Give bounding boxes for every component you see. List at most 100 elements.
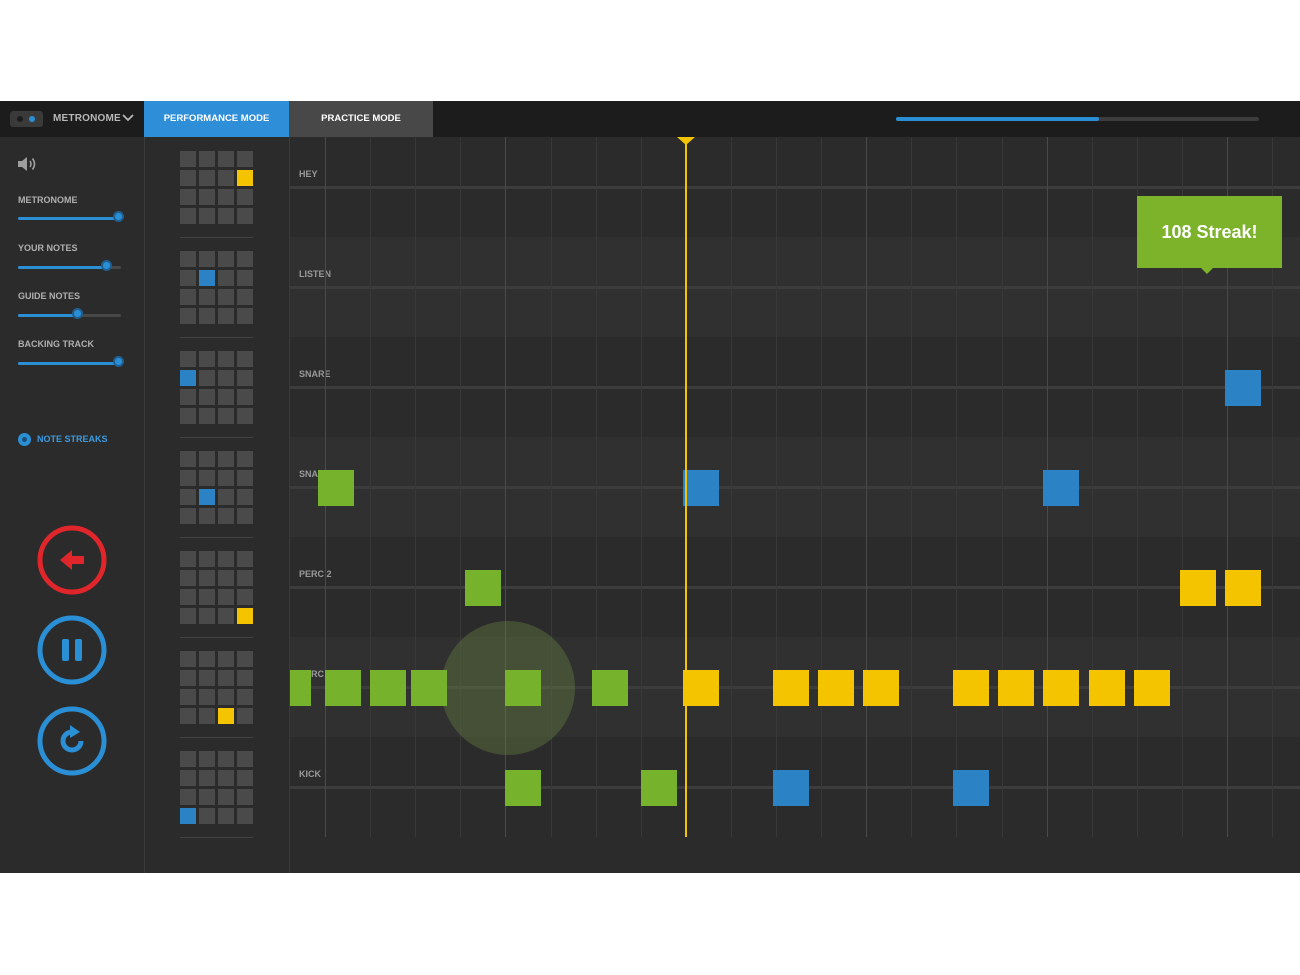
playhead-marker[interactable] bbox=[676, 137, 695, 145]
pad-cell[interactable] bbox=[199, 408, 215, 424]
metronome-dropdown-label[interactable]: METRONOME bbox=[53, 113, 121, 124]
backing-track-volume-slider[interactable] bbox=[18, 356, 124, 367]
pad-cell[interactable] bbox=[180, 470, 196, 486]
pad-cell[interactable] bbox=[180, 451, 196, 467]
pad-cell[interactable] bbox=[218, 351, 234, 367]
pad-cell[interactable] bbox=[180, 670, 196, 686]
pad-cell[interactable] bbox=[237, 308, 253, 324]
pad-cell[interactable] bbox=[218, 189, 234, 205]
pad-cell[interactable] bbox=[218, 408, 234, 424]
pad-cell[interactable] bbox=[218, 508, 234, 524]
pad-cell[interactable] bbox=[199, 789, 215, 805]
pad-cell[interactable] bbox=[237, 170, 253, 186]
pad-cell[interactable] bbox=[218, 208, 234, 224]
pad-cell[interactable] bbox=[218, 151, 234, 167]
pad-cell[interactable] bbox=[199, 370, 215, 386]
pad-cell[interactable] bbox=[218, 451, 234, 467]
pad-cell[interactable] bbox=[199, 270, 215, 286]
pad-cell[interactable] bbox=[180, 570, 196, 586]
pad-cell[interactable] bbox=[180, 608, 196, 624]
pad-cell[interactable] bbox=[199, 551, 215, 567]
pad-cell[interactable] bbox=[199, 251, 215, 267]
chevron-down-icon[interactable] bbox=[122, 113, 134, 123]
pad-cell[interactable] bbox=[218, 370, 234, 386]
pad-cell[interactable] bbox=[199, 489, 215, 505]
pad-cell[interactable] bbox=[218, 551, 234, 567]
pad-cell[interactable] bbox=[180, 208, 196, 224]
pad-cell[interactable] bbox=[237, 370, 253, 386]
pad-cell[interactable] bbox=[180, 508, 196, 524]
pad-cell[interactable] bbox=[218, 651, 234, 667]
pad-cell[interactable] bbox=[218, 770, 234, 786]
pad-cell[interactable] bbox=[237, 151, 253, 167]
pad-cell[interactable] bbox=[199, 689, 215, 705]
pad-cell[interactable] bbox=[199, 151, 215, 167]
pad-cell[interactable] bbox=[180, 708, 196, 724]
pad-cell[interactable] bbox=[199, 308, 215, 324]
guide-notes-volume-slider[interactable] bbox=[18, 308, 121, 319]
pad-cell[interactable] bbox=[199, 670, 215, 686]
pad-cell[interactable] bbox=[237, 608, 253, 624]
tab-performance-mode[interactable]: PERFORMANCE MODE bbox=[144, 101, 289, 137]
pad-cell[interactable] bbox=[237, 508, 253, 524]
pad-cell[interactable] bbox=[180, 770, 196, 786]
pad-cell[interactable] bbox=[180, 270, 196, 286]
pad-cell[interactable] bbox=[218, 608, 234, 624]
pad-cell[interactable] bbox=[237, 251, 253, 267]
note-streaks-label[interactable]: NOTE STREAKS bbox=[37, 434, 108, 444]
pad-cell[interactable] bbox=[180, 251, 196, 267]
slider-thumb[interactable] bbox=[71, 308, 83, 319]
pad-cell[interactable] bbox=[237, 708, 253, 724]
pad-cell[interactable] bbox=[180, 389, 196, 405]
pad-cell[interactable] bbox=[218, 251, 234, 267]
note-streaks-toggle[interactable] bbox=[18, 433, 31, 446]
pad-cell[interactable] bbox=[199, 189, 215, 205]
pad-cell[interactable] bbox=[237, 551, 253, 567]
pad-cell[interactable] bbox=[199, 651, 215, 667]
pad-cell[interactable] bbox=[180, 589, 196, 605]
pad-cell[interactable] bbox=[218, 689, 234, 705]
slider-thumb[interactable] bbox=[100, 260, 112, 271]
pad-cell[interactable] bbox=[237, 789, 253, 805]
your-notes-volume-slider[interactable] bbox=[18, 260, 121, 271]
restart-button[interactable] bbox=[36, 705, 108, 777]
pad-cell[interactable] bbox=[199, 808, 215, 824]
metronome-toggle[interactable] bbox=[10, 111, 43, 127]
pad-cell[interactable] bbox=[180, 351, 196, 367]
pad-cell[interactable] bbox=[199, 170, 215, 186]
pad-cell[interactable] bbox=[199, 208, 215, 224]
pad-cell[interactable] bbox=[199, 770, 215, 786]
slider-thumb[interactable] bbox=[112, 211, 124, 222]
pad-cell[interactable] bbox=[237, 470, 253, 486]
pad-cell[interactable] bbox=[180, 551, 196, 567]
song-progress-bar[interactable] bbox=[896, 117, 1259, 121]
pad-cell[interactable] bbox=[237, 289, 253, 305]
pad-cell[interactable] bbox=[237, 451, 253, 467]
pad-cell[interactable] bbox=[237, 408, 253, 424]
pad-cell[interactable] bbox=[199, 351, 215, 367]
pad-cell[interactable] bbox=[237, 489, 253, 505]
pad-cell[interactable] bbox=[180, 408, 196, 424]
pad-cell[interactable] bbox=[218, 789, 234, 805]
pad-cell[interactable] bbox=[199, 451, 215, 467]
pad-cell[interactable] bbox=[199, 389, 215, 405]
pad-cell[interactable] bbox=[180, 151, 196, 167]
pad-cell[interactable] bbox=[237, 589, 253, 605]
pad-cell[interactable] bbox=[199, 289, 215, 305]
metronome-volume-slider[interactable] bbox=[18, 211, 124, 222]
pad-cell[interactable] bbox=[237, 770, 253, 786]
pad-cell[interactable] bbox=[180, 808, 196, 824]
pad-cell[interactable] bbox=[199, 570, 215, 586]
pad-cell[interactable] bbox=[180, 189, 196, 205]
tab-practice-mode[interactable]: PRACTICE MODE bbox=[289, 101, 433, 137]
pad-cell[interactable] bbox=[218, 570, 234, 586]
pad-cell[interactable] bbox=[218, 170, 234, 186]
pad-cell[interactable] bbox=[218, 589, 234, 605]
pad-cell[interactable] bbox=[180, 789, 196, 805]
pad-cell[interactable] bbox=[180, 689, 196, 705]
pad-cell[interactable] bbox=[218, 289, 234, 305]
pad-cell[interactable] bbox=[218, 670, 234, 686]
pad-cell[interactable] bbox=[237, 208, 253, 224]
pad-cell[interactable] bbox=[199, 751, 215, 767]
pad-cell[interactable] bbox=[237, 570, 253, 586]
